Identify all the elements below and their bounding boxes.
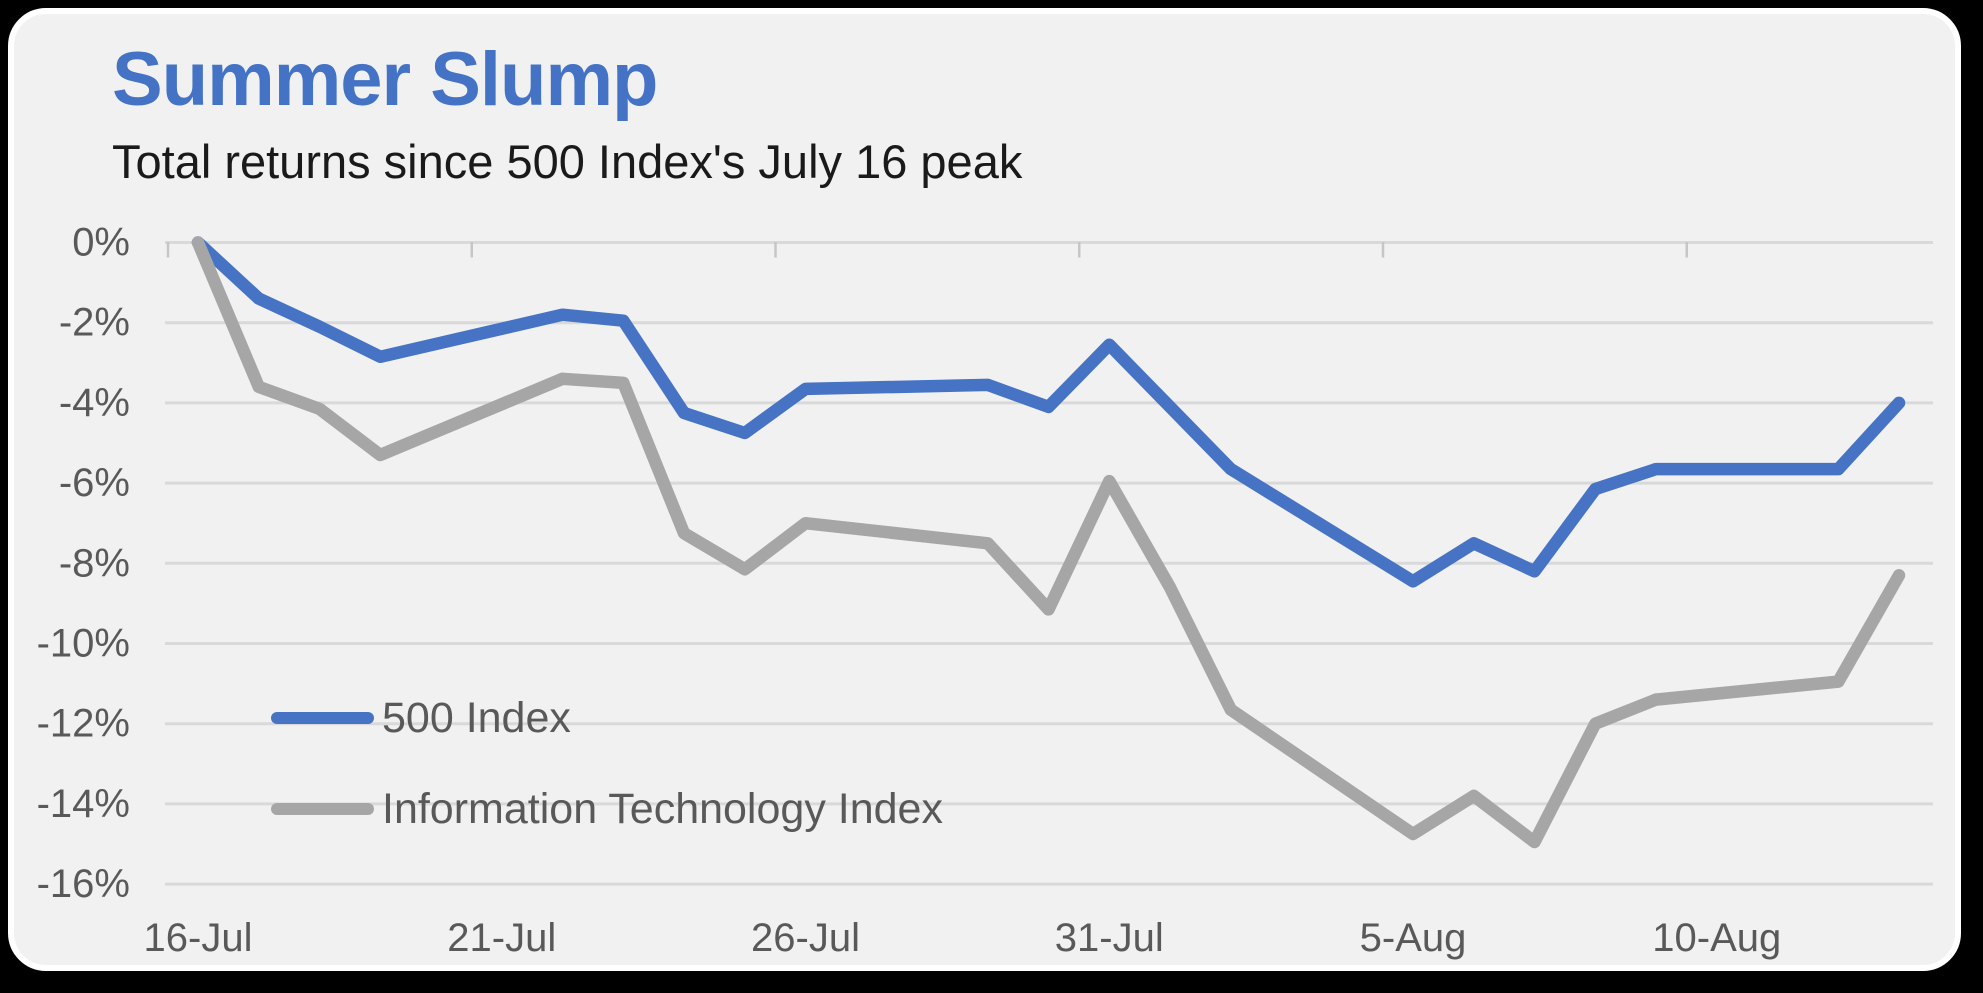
y-tick-label: -16% (37, 862, 130, 906)
legend-label-information-technology-index: Information Technology Index (382, 785, 943, 833)
series-line-information-technology-index (191, 236, 1906, 849)
x-tick-label: 31-Jul (1055, 916, 1164, 960)
x-axis-labels: 16-Jul 21-Jul 26-Jul 31-Jul 5-Aug 10-Aug (144, 916, 1782, 960)
chart-subtitle: Total returns since 500 Index's July 16 … (112, 135, 1023, 188)
chart-title: Summer Slump (112, 37, 658, 122)
legend-item-information-technology-index: Information Technology Index (271, 785, 943, 833)
x-tick-label: 5-Aug (1360, 916, 1467, 960)
y-tick-label: -10% (37, 622, 130, 666)
series-line-500-index (191, 236, 1906, 588)
x-axis-ticks (166, 242, 1688, 258)
y-tick-label: -12% (37, 702, 130, 746)
legend-item-500-index: 500 Index (271, 694, 571, 742)
y-tick-label: -4% (59, 381, 130, 425)
x-tick-label: 16-Jul (144, 916, 253, 960)
y-tick-label: -2% (59, 301, 130, 345)
y-tick-label: -8% (59, 541, 130, 585)
legend-label-500-index: 500 Index (382, 694, 571, 742)
x-tick-label: 26-Jul (751, 916, 860, 960)
x-tick-label: 10-Aug (1652, 916, 1781, 960)
y-tick-label: 0% (72, 221, 130, 265)
y-tick-label: -14% (37, 782, 130, 826)
legend: 500 Index Information Technology Index (271, 694, 943, 833)
x-tick-label: 21-Jul (447, 916, 556, 960)
y-tick-label: -6% (59, 461, 130, 505)
y-axis-labels: 0% -2% -4% -6% -8% -10% -12% -14% -16% (37, 221, 130, 907)
